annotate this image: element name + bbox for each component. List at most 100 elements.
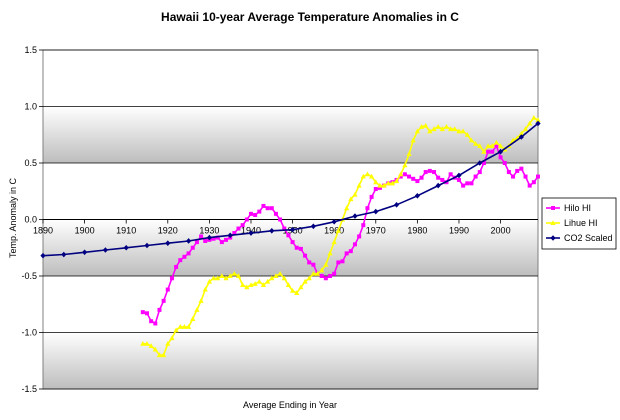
x-tick-label: 1930 xyxy=(199,226,219,236)
y-axis-ticks: 1.5 1.0 0.5 0.0 -0.5 -1.0 -1.5 xyxy=(21,45,43,394)
legend-marker xyxy=(551,206,555,210)
data-point-hilo-hi xyxy=(411,176,416,181)
data-point-lihue-hi xyxy=(285,282,292,288)
x-tick-label: 1960 xyxy=(324,226,344,236)
data-point-lihue-hi xyxy=(227,273,233,278)
legend-label: CO2 Scaled xyxy=(564,233,613,243)
data-point-lihue-hi xyxy=(464,131,470,137)
data-point-lihue-hi xyxy=(393,178,400,184)
data-point-co2-scaled xyxy=(102,247,108,253)
data-point-lihue-hi xyxy=(335,228,341,233)
data-point-hilo-hi xyxy=(290,240,295,245)
data-point-hilo-hi xyxy=(286,233,291,238)
data-point-lihue-hi xyxy=(468,137,475,143)
data-point-lihue-hi xyxy=(398,171,404,177)
data-point-co2-scaled xyxy=(497,148,504,155)
data-point-co2-scaled xyxy=(165,240,171,247)
series-co2-scaled xyxy=(40,120,541,259)
x-tick-label: 1990 xyxy=(449,226,469,236)
data-point-hilo-hi xyxy=(323,276,328,281)
data-point-lihue-hi xyxy=(406,151,412,156)
data-point-hilo-hi xyxy=(361,223,366,228)
data-point-lihue-hi xyxy=(314,270,321,276)
data-point-lihue-hi xyxy=(485,143,491,149)
data-point-hilo-hi xyxy=(161,298,166,303)
data-point-lihue-hi xyxy=(364,171,371,177)
data-point-lihue-hi xyxy=(381,182,387,188)
data-point-hilo-hi xyxy=(203,238,208,243)
data-point-lihue-hi xyxy=(277,270,283,276)
data-point-hilo-hi xyxy=(427,168,432,173)
x-tick-label: 1910 xyxy=(116,226,136,236)
data-point-hilo-hi xyxy=(469,181,474,186)
data-point-hilo-hi xyxy=(282,226,287,231)
data-point-hilo-hi xyxy=(527,183,532,188)
data-point-lihue-hi xyxy=(269,275,275,281)
legend-marker xyxy=(550,220,556,225)
data-point-hilo-hi xyxy=(261,203,266,208)
data-point-hilo-hi xyxy=(219,240,224,245)
data-point-hilo-hi xyxy=(357,234,362,239)
data-point-co2-scaled xyxy=(352,213,358,219)
data-point-lihue-hi xyxy=(156,352,163,358)
data-point-hilo-hi xyxy=(273,211,278,216)
legend-marker xyxy=(550,235,556,241)
data-point-hilo-hi xyxy=(402,172,407,177)
data-point-lihue-hi xyxy=(231,270,237,276)
x-tick-label: 1900 xyxy=(75,226,95,236)
data-point-lihue-hi xyxy=(223,275,229,281)
data-point-lihue-hi xyxy=(527,120,533,126)
data-point-hilo-hi xyxy=(419,175,424,180)
data-point-hilo-hi xyxy=(531,180,536,185)
x-tick-label: 2000 xyxy=(491,226,511,236)
data-point-lihue-hi xyxy=(206,278,212,284)
data-point-hilo-hi xyxy=(298,246,303,251)
data-point-hilo-hi xyxy=(348,249,353,254)
data-point-lihue-hi xyxy=(190,316,196,321)
data-point-hilo-hi xyxy=(340,259,345,264)
data-point-hilo-hi xyxy=(194,240,199,245)
data-point-hilo-hi xyxy=(294,245,299,250)
data-point-hilo-hi xyxy=(319,274,324,278)
data-point-lihue-hi xyxy=(493,139,500,145)
data-point-lihue-hi xyxy=(215,275,221,281)
data-point-hilo-hi xyxy=(240,223,245,228)
plot-band xyxy=(43,163,538,220)
y-tick-label: -1.0 xyxy=(21,328,37,338)
data-point-hilo-hi xyxy=(498,155,503,160)
data-point-hilo-hi xyxy=(436,175,441,180)
data-point-hilo-hi xyxy=(149,319,154,324)
data-point-lihue-hi xyxy=(435,124,441,129)
data-point-lihue-hi xyxy=(273,273,279,278)
data-point-hilo-hi xyxy=(415,179,420,184)
data-point-co2-scaled xyxy=(289,226,296,233)
data-point-lihue-hi xyxy=(306,275,312,281)
data-point-lihue-hi xyxy=(173,327,179,333)
plot-band xyxy=(43,276,538,333)
data-point-co2-scaled xyxy=(81,249,88,256)
data-point-co2-scaled xyxy=(123,244,129,251)
data-point-lihue-hi xyxy=(294,290,300,295)
data-point-lihue-hi xyxy=(331,239,337,245)
data-point-lihue-hi xyxy=(281,275,287,281)
y-tick-label: 0.0 xyxy=(24,215,37,225)
data-point-lihue-hi xyxy=(352,191,358,197)
data-point-co2-scaled xyxy=(456,172,462,179)
data-point-hilo-hi xyxy=(311,262,316,267)
data-point-hilo-hi xyxy=(477,170,482,175)
data-point-lihue-hi xyxy=(344,205,350,211)
plot-band xyxy=(43,50,538,107)
data-point-hilo-hi xyxy=(278,217,283,222)
data-point-hilo-hi xyxy=(253,212,258,217)
data-point-lihue-hi xyxy=(377,182,383,188)
data-point-lihue-hi xyxy=(210,275,217,281)
data-point-hilo-hi xyxy=(303,253,308,258)
data-point-lihue-hi xyxy=(423,122,429,128)
data-point-hilo-hi xyxy=(169,276,174,281)
data-point-co2-scaled xyxy=(414,192,420,199)
legend-item-co2-scaled: CO2 Scaled xyxy=(546,233,613,243)
data-point-hilo-hi xyxy=(511,174,516,179)
data-point-hilo-hi xyxy=(153,321,158,326)
series-hilo-hi xyxy=(140,144,540,326)
